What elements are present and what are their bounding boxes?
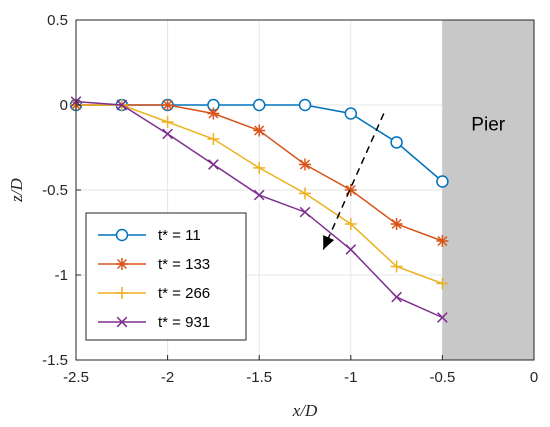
axis-ticks: -2.5 -2 -1.5 -1 -0.5 0 0.5 0 -0.5 -1 -1.5 [42,12,538,386]
x-tick-label: -0.5 [429,369,455,386]
data-point [344,218,357,230]
data-point [162,128,173,140]
data-point [345,244,357,255]
data-point [207,133,220,145]
data-point [390,136,403,149]
data-point [391,291,402,303]
data-point [299,206,311,218]
pier-label: Pier [471,115,505,136]
data-point [161,99,174,111]
x-axis-label: x/D [292,401,318,420]
legend-box [85,212,247,341]
data-point [208,159,219,170]
data-point [436,235,449,247]
data-point [436,175,449,188]
legend-item: t* = 133 [98,256,210,273]
x-tick-label: -2.5 [63,369,89,386]
data-point [436,277,449,290]
legend: t* = 11 t* = 133 t* = 266 t* = 931 [85,212,247,341]
trend-arrow [322,113,385,250]
data-point [390,218,403,230]
trend-arrow-line [322,113,385,250]
data-point [116,99,128,111]
data-point [253,161,266,174]
y-tick-label: 0.5 [47,12,68,29]
data-point [298,98,312,112]
legend-marker [116,316,128,328]
data-point [344,107,358,120]
data-point [299,158,311,171]
y-tick-label: 0 [60,97,68,114]
y-tick-label: -0.5 [42,182,68,199]
data-point [253,189,265,201]
data-point [207,107,220,120]
legend-label: t* = 11 [158,227,201,244]
pier-region [442,20,534,360]
x-tick-label: -1 [344,369,357,386]
x-tick-label: 0 [530,369,538,386]
trend-arrow-head [323,235,335,250]
legend-marker [116,287,128,299]
data-point [390,260,403,273]
series-layer [69,96,449,323]
data-point [252,98,266,112]
x-tick-label: -2 [161,369,174,386]
y-axis-label: z/D [7,177,26,202]
data-point [253,124,266,137]
x-tick-label: -1.5 [246,369,272,386]
data-point [161,116,174,128]
legend-marker [116,258,128,270]
legend-marker [115,228,129,242]
legend-item: t* = 266 [98,285,210,302]
data-point [344,184,357,196]
legend-label: t* = 931 [158,314,210,331]
data-point [437,312,448,323]
legend-item: t* = 931 [98,314,210,331]
legend-item: t* = 11 [98,227,201,244]
legend-label: t* = 133 [158,256,210,273]
data-point [299,187,311,200]
y-tick-label: -1 [55,267,68,284]
y-tick-label: -1.5 [42,352,68,369]
legend-label: t* = 266 [158,285,210,302]
